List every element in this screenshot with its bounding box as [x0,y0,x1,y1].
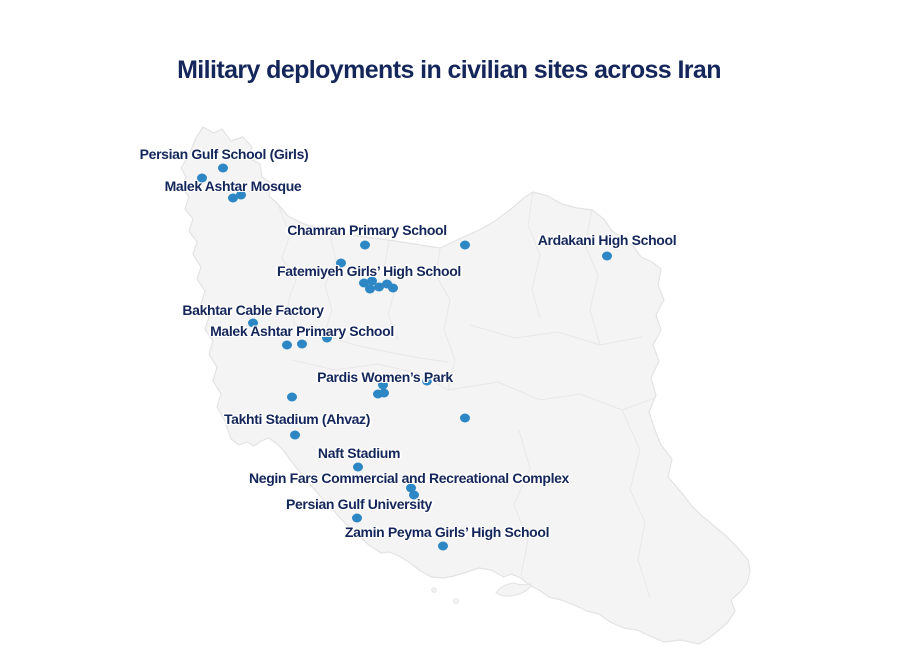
site-label: Naft Stadium [317,445,401,461]
site-marker[interactable] [282,340,292,350]
site-marker[interactable] [359,278,369,288]
unlabeled-marker[interactable] [287,392,297,402]
site-marker[interactable] [388,283,398,293]
page-title: Military deployments in civilian sites a… [177,56,721,84]
site-label: Persian Gulf University [285,496,433,512]
site-marker[interactable] [374,282,384,292]
site-marker[interactable] [422,376,432,386]
site-label: Ardakani High School [537,232,677,248]
site-label: Malek Ashtar Primary School [210,323,394,339]
site-marker[interactable] [236,190,246,200]
site-marker[interactable] [248,318,258,328]
site-label: Takhti Stadium (Ahvaz) [223,411,371,427]
site-marker[interactable] [218,163,228,173]
site-label: Bakhtar Cable Factory [182,302,324,318]
islands [431,582,532,604]
site-marker[interactable] [322,333,332,343]
unlabeled-marker[interactable] [460,413,470,423]
site-marker[interactable] [373,389,383,399]
site-label: Chamran Primary School [287,222,447,238]
site-label: Zamin Peyma Girls’ High School [344,524,550,540]
site-label: Fatemiyeh Girls’ High School [277,263,461,279]
site-marker[interactable] [352,513,362,523]
site-marker[interactable] [290,430,300,440]
site-marker[interactable] [360,240,370,250]
site-label: Malek Ashtar Mosque [164,178,302,194]
site-label: Persian Gulf School (Girls) [139,146,309,162]
site-marker[interactable] [409,490,419,500]
site-label: Pardis Women’s Park [317,369,453,385]
site-marker[interactable] [379,388,389,398]
site-marker[interactable] [382,279,392,289]
site-marker[interactable] [336,258,346,268]
site-marker[interactable] [367,276,377,286]
site-label: Negin Fars Commercial and Recreational C… [248,470,570,486]
site-marker[interactable] [406,483,416,493]
site-marker[interactable] [297,339,307,349]
site-marker[interactable] [378,380,388,390]
unlabeled-marker[interactable] [197,173,207,183]
site-marker[interactable] [228,193,238,203]
unlabeled-marker[interactable] [460,240,470,250]
site-marker[interactable] [438,541,448,551]
site-marker[interactable] [602,251,612,261]
site-marker[interactable] [353,462,363,472]
site-marker[interactable] [365,284,375,294]
